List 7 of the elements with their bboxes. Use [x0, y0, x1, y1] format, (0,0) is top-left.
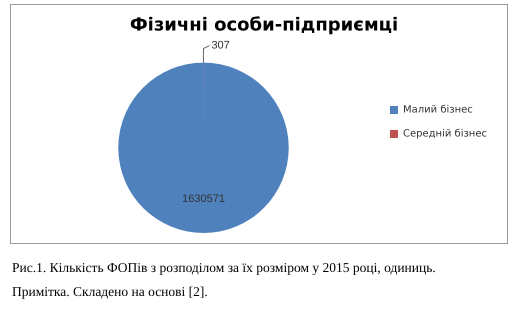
legend-label: Малий бізнес [403, 104, 473, 116]
text: Примітка. Складено на основі [2]. [12, 283, 209, 301]
data-label: 307 [211, 40, 230, 52]
text: Рис.1. Кількість ФОПів з розподілом за їх розміром у 2015 році, одиниць. [12, 259, 437, 277]
data-label: 1630571 [182, 192, 225, 205]
chart-title: Фізичні особи-підприємці [130, 14, 398, 36]
legend-label: Середній бізнес [403, 128, 488, 140]
